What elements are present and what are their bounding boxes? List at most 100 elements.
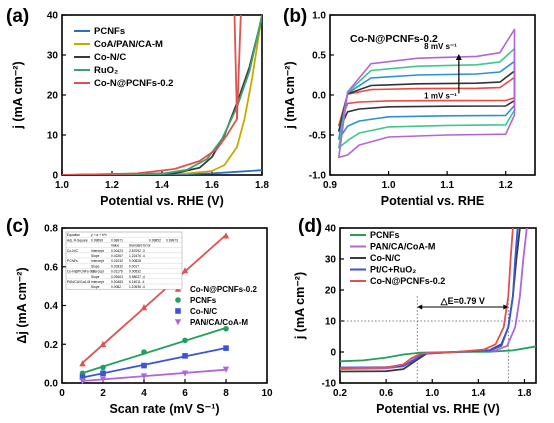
delta-e-label-bg: [437, 296, 488, 307]
panel-b-cv-chart: 0.9 1.0 1.1 1.2 -1.0 -0.5 0.0 0.5 1.0 Potential v…: [283, 11, 536, 208]
data-point: [99, 376, 107, 383]
legend-label: Pt/C+RuO₂: [370, 265, 416, 275]
y-tick-label: 40: [47, 11, 59, 22]
inset-table-cell: Intercept: [91, 270, 104, 274]
y-tick-label: 20: [47, 91, 59, 102]
inset-table: [65, 231, 183, 290]
x-axis-label: Potential vs. RHE: [381, 194, 485, 208]
y-tick-label: 10: [47, 131, 59, 142]
legend-label: PAN/CA/CoA-M: [190, 318, 248, 327]
inset-table-cell: 0.00828: [129, 259, 141, 263]
legend-label: Co-N/C: [94, 52, 126, 63]
legend-label: PCNFs: [94, 26, 125, 37]
inset-table-cell: 2.87092 -3: [129, 249, 145, 253]
y-tick-label: 0.6: [44, 262, 58, 273]
legend-marker: [174, 319, 182, 326]
data-point: [140, 373, 148, 380]
y-tick-label: 30: [325, 255, 337, 266]
series-line: [340, 345, 536, 363]
fit-line: [82, 347, 227, 379]
inset-table-cell: 0.99852: [149, 238, 161, 242]
cv-loop: [338, 76, 516, 127]
data-point: [181, 370, 189, 377]
y-axis-label: j (mA cm⁻²): [293, 272, 307, 340]
legend-marker: [175, 297, 181, 303]
chart-title: Co-N@PCNFs-0.2: [350, 33, 438, 45]
x-tick-label: 1.1: [440, 180, 454, 191]
data-point: [141, 362, 147, 369]
y-tick-label: 0.0: [44, 379, 58, 390]
x-tick-label: 1.0: [425, 388, 439, 399]
legend-label: Co-N/C: [370, 253, 401, 263]
y-tick-label: 0.2: [44, 340, 58, 351]
y-tick-label: 0.4: [44, 301, 58, 312]
inset-table-cell: Standard Error: [129, 244, 152, 248]
inset-table-cell: 0.02267: [111, 254, 123, 258]
fit-line: [81, 234, 227, 364]
data-point: [100, 370, 106, 377]
x-tick-label: 0.6: [379, 388, 393, 399]
legend-label: RuO₂: [94, 65, 118, 76]
x-tick-label: 0.2: [333, 388, 347, 399]
x-tick-label: 1.0: [55, 180, 69, 191]
inset-table-cell: 0.00483: [111, 280, 123, 284]
data-point: [79, 378, 86, 385]
y-tick-label: 0.5: [312, 51, 326, 62]
inset-table-cell: Intercept: [91, 259, 104, 263]
data-point: [141, 349, 147, 355]
x-tick-label: 10: [261, 388, 273, 399]
fit-line: [82, 327, 227, 374]
legend-label: Co-N@PCNFs-0.2: [94, 78, 173, 89]
delta-e-arrow-left-head: [417, 304, 423, 310]
inset-table-cell: Intercept: [91, 280, 104, 284]
inset-table-cell: Equation: [67, 233, 80, 237]
legend-marker: [175, 308, 181, 314]
inset-table-cell: 6.14011 -4: [129, 280, 145, 284]
series-line: [62, 15, 262, 175]
y-axis-label: j (mA cm⁻²): [11, 61, 25, 129]
data-point: [99, 340, 107, 348]
inset-table-cell: 0.03332: [111, 264, 123, 268]
x-tick-label: 4: [141, 388, 147, 399]
y-tick-label: 0: [330, 348, 336, 359]
plot-frame: [339, 227, 537, 384]
inset-table-cell: 0.0017: [129, 264, 139, 268]
delta-e-label: △E=0.79 V: [440, 296, 485, 306]
legend-label: PCNFs: [370, 230, 400, 240]
annotation-8mv: 8 mV s⁻¹: [424, 42, 457, 51]
y-axis-label: j (mA cm⁻²): [283, 61, 297, 129]
inset-table-cell: y = a + b*x: [91, 233, 107, 237]
legend-label: PAN/CA/CoA-M: [370, 242, 435, 252]
y-axis-label: Δj (mA cm⁻²): [15, 267, 29, 343]
panel-label-b: (b): [283, 6, 307, 27]
legend-label: Co-N/C: [190, 307, 217, 316]
legend-label: Co-N@PCNFs-0.2: [370, 276, 445, 286]
x-tick-label: 1.4: [155, 180, 169, 191]
x-axis-label: Potential vs. RHE (V): [376, 402, 500, 416]
inset-table-cell: Co-N/C: [67, 249, 79, 253]
y-tick-label: 1.0: [312, 11, 326, 22]
y-tick-label: 0.8: [44, 224, 58, 235]
x-tick-label: 1.0: [382, 180, 396, 191]
panel-label-d: (d): [298, 216, 322, 237]
scan-rate-arrow-head: [455, 54, 462, 60]
panel-d-bifunctional-chart: 0.2 0.6 1.0 1.4 1.8 -10 0 10 20 30 40 Potential vs.…: [293, 224, 537, 416]
panel-a-lsv-chart: 1.0 1.2 1.4 1.6 1.8 0 10 20 30 40 Potential vs. RH…: [11, 11, 269, 209]
x-tick-label: 1.8: [255, 180, 269, 191]
delta-e-arrow-right-head: [503, 304, 509, 310]
x-tick-label: 1.2: [499, 180, 513, 191]
x-tick-label: 2: [100, 388, 106, 399]
inset-table-cell: PAN/CA/CoA-M: [67, 280, 90, 284]
inset-table-cell: 0.00423: [111, 249, 123, 253]
panel-label-c: (c): [6, 216, 29, 237]
inset-table-cell: 0.01032: [111, 259, 123, 263]
inset-table-cell: 1.10536 -4: [129, 285, 145, 289]
inset-table-cell: 9.98037 -4: [129, 275, 145, 279]
inset-table-cell: 0.99973: [166, 238, 178, 242]
y-tick-label: 0.0: [312, 91, 326, 102]
inset-table-cell: PCNFs: [67, 259, 78, 263]
y-tick-label: 20: [325, 286, 337, 297]
legend-label: Co-N@PCNFs-0.2: [190, 285, 257, 294]
series-line: [340, 228, 514, 369]
